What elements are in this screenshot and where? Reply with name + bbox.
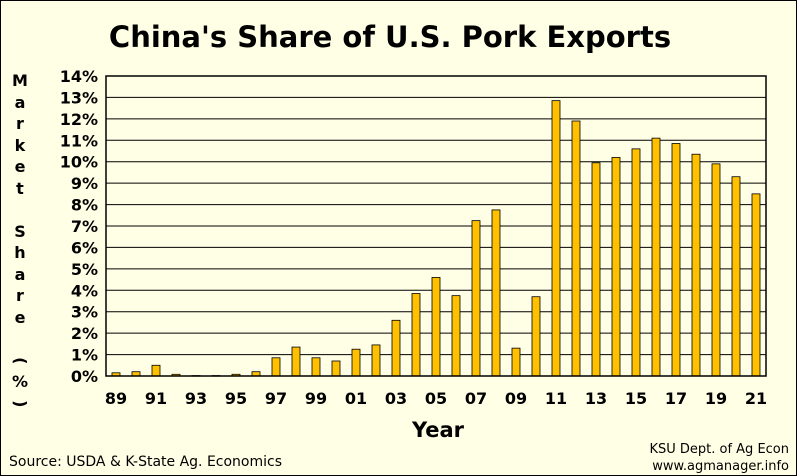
y-tick-label: 8% [71,196,98,215]
credit-line-2: www.agmanager.info [652,459,789,474]
bar-10 [531,296,541,377]
bar-05 [431,277,441,377]
x-tick-label: 21 [745,389,767,408]
x-tick-label: 97 [265,389,287,408]
y-axis-label-char: t [16,178,24,198]
y-tick-label: 7% [71,217,98,236]
y-tick-label: 2% [71,324,98,343]
y-axis-label-char: % [11,372,29,391]
bar-19 [711,163,721,377]
bar-14 [611,157,621,377]
bar-21 [751,193,761,377]
x-tick-label: 95 [225,389,247,408]
y-tick-label: 14% [60,67,98,86]
y-axis-label-char: e [14,157,26,176]
y-axis-label-char: S [14,221,26,241]
bar-04 [411,293,421,377]
x-tick-label: 09 [505,389,527,408]
bar-00 [331,360,341,377]
x-axis-label: Year [411,418,465,442]
bar-12 [571,120,581,377]
bar-13 [591,162,601,377]
x-tick-label: 13 [585,389,607,408]
y-tick-label: 1% [71,346,98,365]
y-axis-label-char: k [14,135,26,155]
bar-11 [551,100,561,377]
bar-02 [371,344,381,377]
bar-03 [391,319,401,377]
bar-06 [451,295,461,377]
y-tick-label: 9% [71,174,98,193]
y-tick-label: 13% [60,88,98,107]
source-note: Source: USDA & K-State Ag. Economics [9,454,283,470]
x-tick-label: 15 [625,389,647,408]
bar-08 [491,209,501,377]
bar-20 [731,176,741,377]
bar-98 [291,346,301,377]
x-tick-label: 89 [105,389,127,408]
y-tick-label: 0% [71,367,98,386]
x-tick-label: 93 [185,389,207,408]
bar-16 [651,137,661,377]
bar-99 [311,357,321,377]
y-axis-label-char: r [16,286,24,305]
x-tick-label: 07 [465,389,487,408]
x-tick-label: 01 [345,389,367,408]
y-tick-label: 6% [71,238,98,257]
credit-note: KSU Dept. of Ag Econ www.agmanager.info [649,441,789,475]
bar-15 [631,148,641,377]
bar-17 [671,143,681,377]
x-tick-label: 99 [305,389,327,408]
bar-18 [691,153,701,377]
y-axis-label-char: r [16,114,24,133]
x-tick-label: 91 [145,389,167,408]
y-axis-label-char: e [14,307,26,327]
x-tick-label: 03 [385,389,407,408]
x-tick-label: 17 [665,389,687,408]
y-axis-label-char: M [12,71,28,90]
x-tick-label: 19 [705,389,727,408]
plot-area-border [105,75,767,377]
y-tick-label: 3% [71,303,98,322]
y-tick-label: 12% [60,110,98,129]
chart-title: China's Share of U.S. Pork Exports [108,20,672,54]
y-tick-label: 11% [60,131,98,150]
x-tick-label: 11 [545,389,567,408]
y-tick-label: 5% [71,260,98,279]
credit-line-1: KSU Dept. of Ag Econ [649,442,789,457]
y-axis-label-char: h [14,243,26,262]
y-axis-label-char: a [14,92,26,112]
bar-91 [151,364,161,377]
x-tick-label: 05 [425,389,447,408]
y-tick-label: 10% [60,153,98,172]
bar-97 [271,357,281,377]
y-axis-label-char: a [14,264,26,284]
bar-07 [471,220,481,377]
bar-01 [351,348,361,377]
y-tick-label: 4% [71,281,98,300]
x-tick-labels: 89 91 93 95 97 99 01 03 05 07 09 11 13 15 17 19 21 [105,389,767,408]
bar-09 [511,347,521,377]
y-tick-labels: 0% 1% 2% 3% 4% 5% 6% 7% 8% 9% 10% 11% 12% 13% 14% [60,67,98,386]
bars [111,100,761,377]
